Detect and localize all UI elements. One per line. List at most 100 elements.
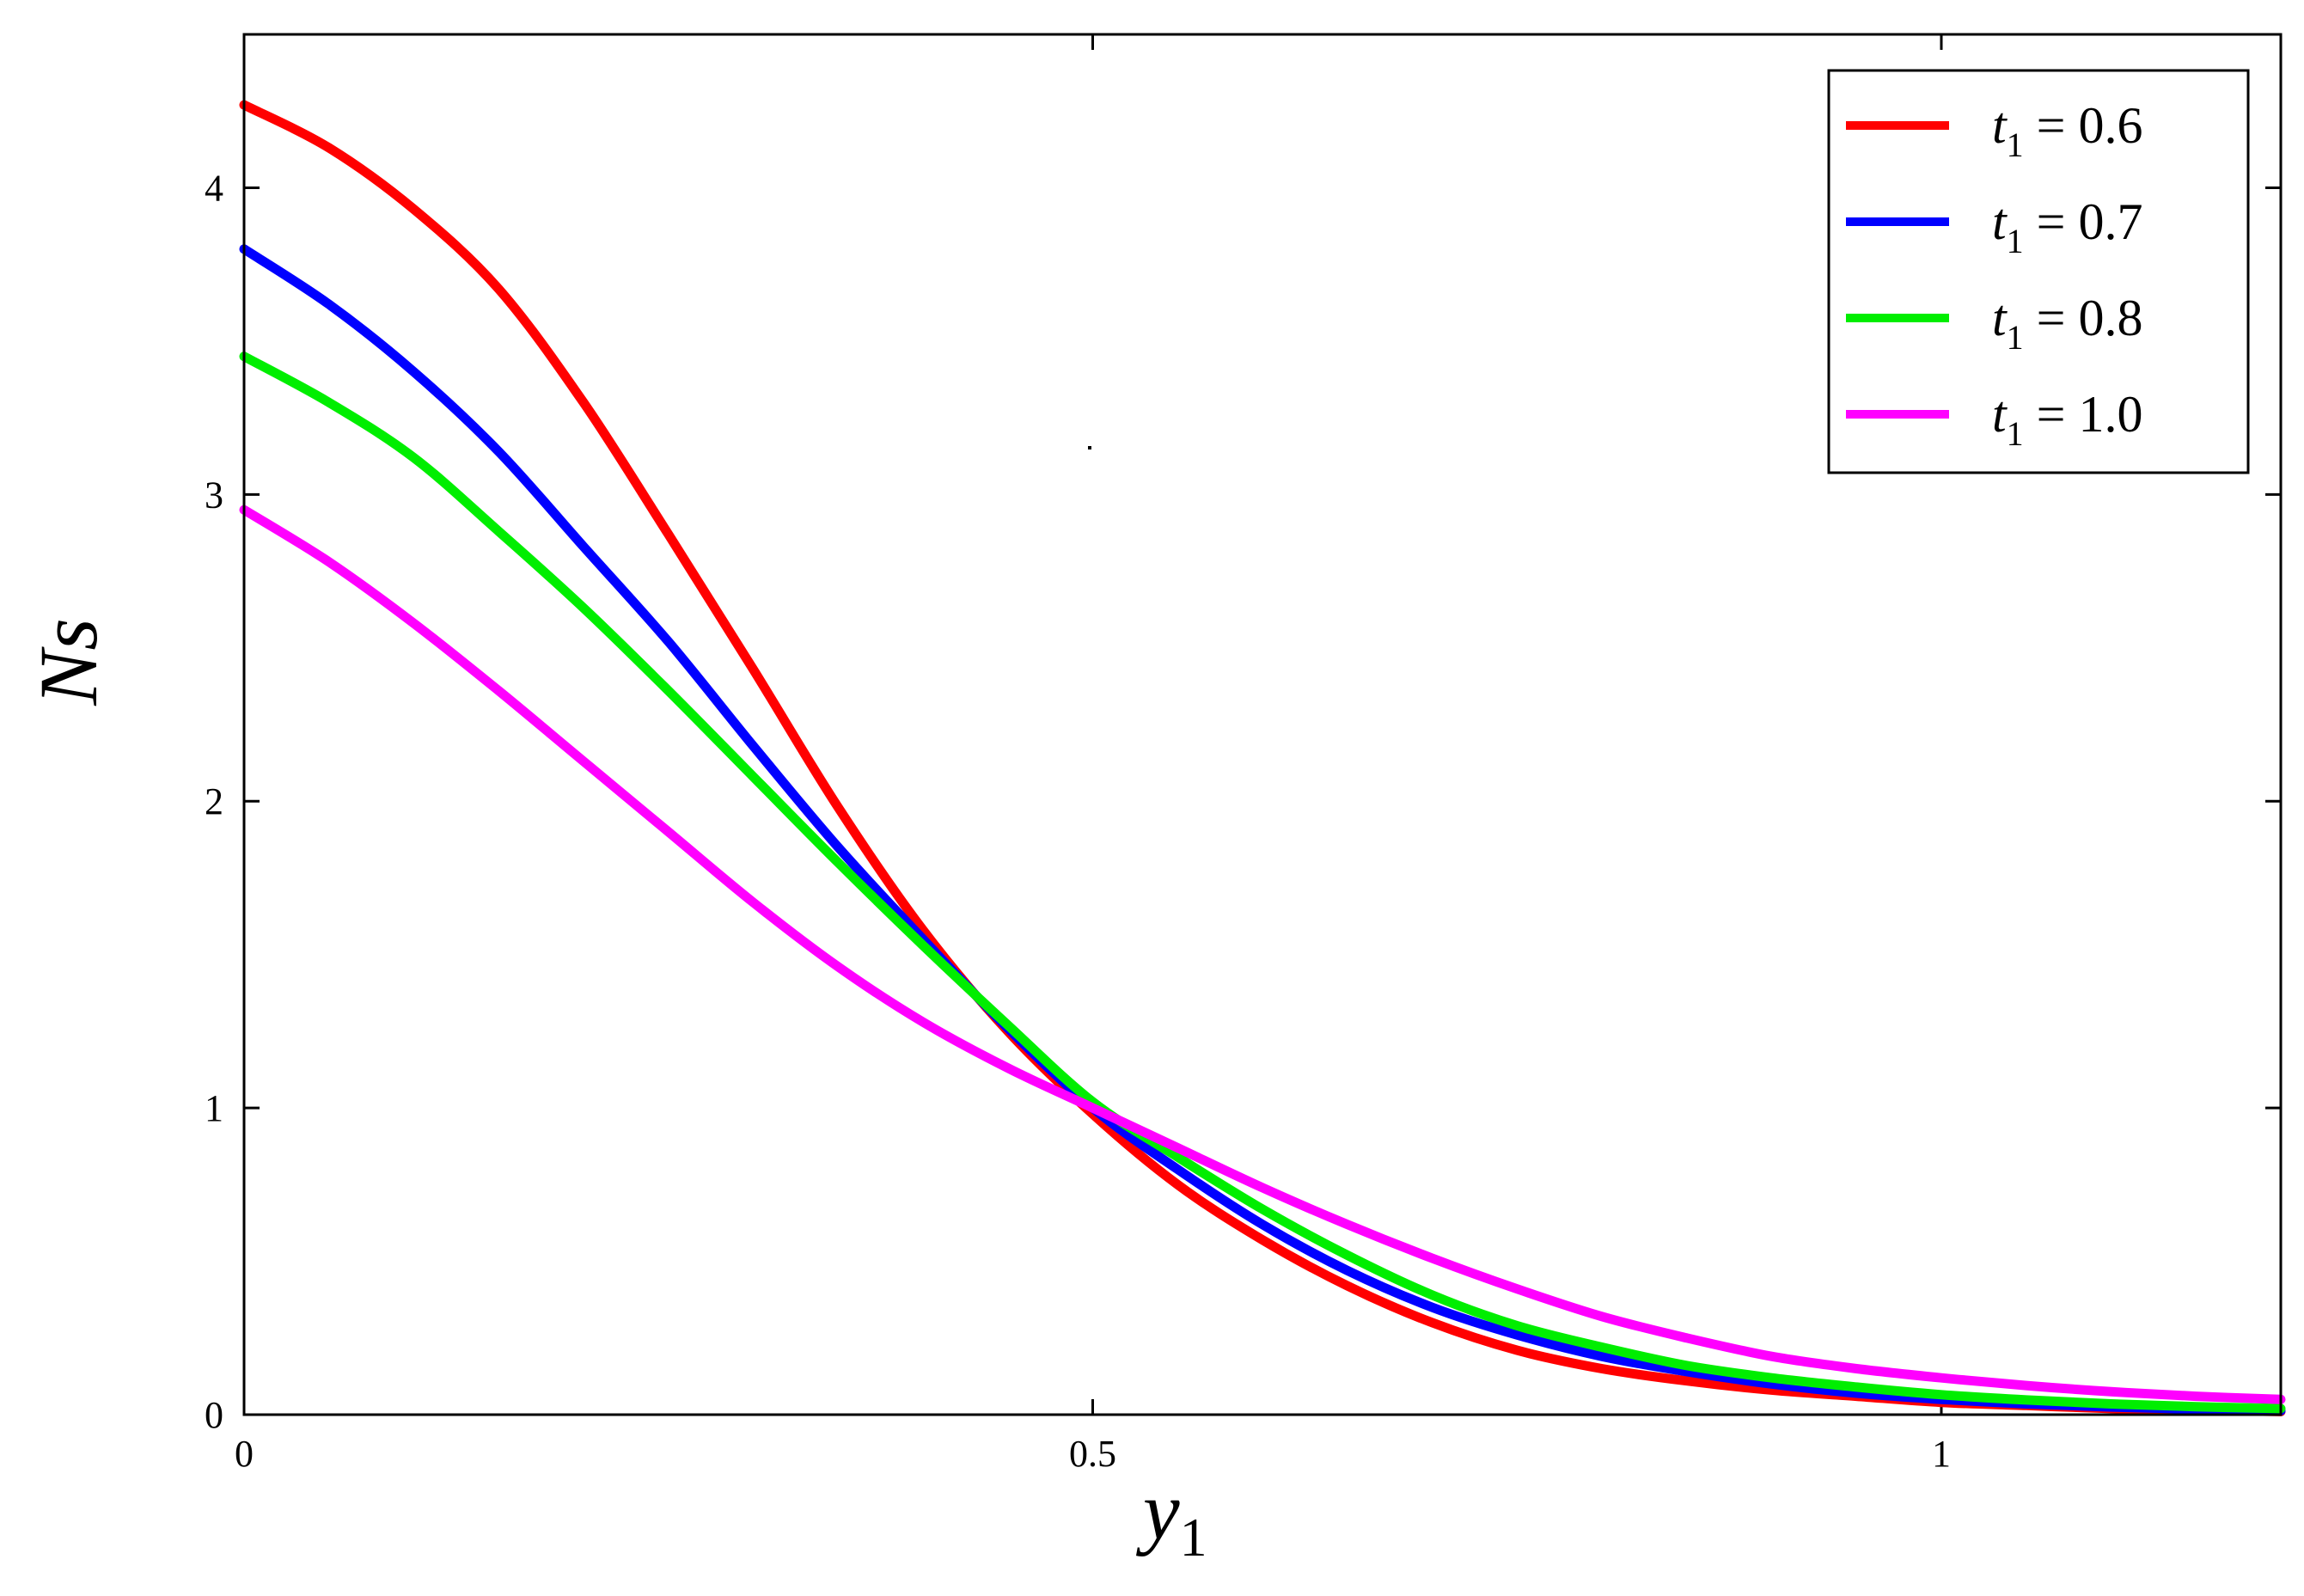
y-tick-label: 0 (205, 1394, 223, 1436)
y-tick-label: 1 (205, 1087, 223, 1129)
series-point-3 (838, 966, 839, 967)
plot-frame (242, 33, 2283, 1416)
series-point-2 (668, 690, 669, 691)
series-point-1 (753, 746, 754, 747)
series-point-2 (1771, 1378, 1772, 1379)
series-point-3 (328, 561, 329, 562)
series-point-2 (1177, 1157, 1178, 1158)
legend-label-0: t1 = 0.6 (1992, 97, 2143, 164)
series-point-1 (498, 451, 499, 452)
series-point-2 (923, 945, 924, 946)
series-point-0 (753, 669, 754, 670)
series-point-0 (498, 289, 499, 290)
series-point-0 (838, 807, 839, 808)
series-point-2 (1602, 1347, 1603, 1348)
x-axis-label: y1 (1135, 1465, 1207, 1568)
series-point-2 (1347, 1255, 1348, 1256)
series-point-3 (668, 831, 669, 832)
series-point-2 (1432, 1294, 1433, 1295)
legend-var-1: t (1992, 193, 2008, 250)
series-point-0 (668, 534, 669, 535)
y-tick-label: 2 (205, 780, 223, 822)
series-point-3 (2196, 1396, 2197, 1397)
legend-sub-1: 1 (2007, 222, 2024, 260)
series-point-2 (1007, 1024, 1008, 1025)
series-point-1 (1432, 1307, 1433, 1308)
series-point-1 (328, 304, 329, 305)
series-point-2 (838, 862, 839, 863)
series-point-0 (1262, 1239, 1263, 1240)
legend-sub-3: 1 (2007, 414, 2024, 453)
legend-rest-1: = 0.7 (2024, 193, 2143, 250)
series-point-2 (1686, 1365, 1687, 1366)
series-point-1 (1177, 1169, 1178, 1170)
legend-rest-0: = 0.6 (2024, 97, 2143, 154)
series-point-1 (1686, 1372, 1687, 1373)
series-point-2 (328, 402, 329, 403)
legend-rest-2: = 0.8 (2024, 290, 2143, 346)
legend-sub-2: 1 (2007, 318, 2024, 357)
series-point-1 (413, 371, 414, 372)
series-point-3 (1432, 1258, 1433, 1259)
series-point-0 (1177, 1184, 1178, 1185)
series-point-3 (1007, 1067, 1008, 1068)
legend-sub-0: 1 (2007, 125, 2024, 164)
legend-var-0: t (1992, 97, 2008, 154)
series-point-0 (1771, 1390, 1772, 1391)
stray-dot (1088, 446, 1091, 449)
series-lines (239, 100, 2286, 1416)
series-point-2 (1517, 1325, 1518, 1326)
x-tick-label: 1 (1932, 1433, 1951, 1475)
series-line-1 (239, 244, 2286, 1416)
y-tick-label: 4 (205, 167, 223, 209)
x-tick-label: 0 (235, 1433, 254, 1475)
series-point-3 (1177, 1147, 1178, 1148)
series-point-3 (498, 690, 499, 691)
series-point-1 (1347, 1270, 1348, 1271)
legend-label-3: t1 = 1.0 (1992, 386, 2143, 453)
legend-label-2: t1 = 0.8 (1992, 290, 2143, 357)
series-point-3 (1517, 1288, 1518, 1289)
y-tick-label: 3 (205, 474, 223, 516)
legend-label-1: t1 = 0.7 (1992, 193, 2143, 260)
series-point-0 (413, 209, 414, 210)
series-point-1 (1602, 1356, 1603, 1357)
series-point-3 (1092, 1108, 1093, 1109)
legend-box (1827, 69, 2250, 474)
series-point-1 (1517, 1335, 1518, 1336)
series-point-1 (1771, 1384, 1772, 1385)
series-line-2 (239, 352, 2286, 1414)
series-point-1 (1262, 1224, 1263, 1225)
series-point-3 (1347, 1224, 1348, 1225)
series-point-2 (1262, 1208, 1263, 1209)
series-point-0 (923, 930, 924, 931)
y-axis-label: Ns (22, 618, 114, 706)
series-point-3 (1686, 1337, 1687, 1338)
series-line-3 (239, 504, 2286, 1404)
series-point-2 (1941, 1394, 1942, 1395)
series-point-0 (328, 148, 329, 149)
series-point-2 (498, 531, 499, 532)
series-point-0 (1517, 1350, 1518, 1351)
series-point-3 (753, 902, 754, 903)
x-axis-label-main: y (1135, 1465, 1180, 1556)
legend-var-3: t (1992, 386, 2008, 443)
series-point-2 (413, 457, 414, 458)
series-point-3 (1602, 1316, 1603, 1317)
series-point-3 (1262, 1187, 1263, 1188)
series-point-3 (1771, 1356, 1772, 1357)
series-point-2 (753, 776, 754, 777)
x-tick-label: 0.5 (1069, 1433, 1116, 1475)
series-point-0 (1347, 1286, 1348, 1287)
series-point-3 (1856, 1368, 1857, 1369)
x-axis-label-subscript: 1 (1180, 1507, 1207, 1568)
series-point-0 (1686, 1380, 1687, 1381)
series-point-2 (2196, 1406, 2197, 1407)
series-point-3 (413, 623, 414, 624)
series-point-1 (668, 641, 669, 642)
series-point-3 (923, 1022, 924, 1023)
series-point-2 (1092, 1102, 1093, 1103)
legend-rest-3: = 1.0 (2024, 386, 2143, 443)
series-point-0 (1602, 1368, 1603, 1369)
